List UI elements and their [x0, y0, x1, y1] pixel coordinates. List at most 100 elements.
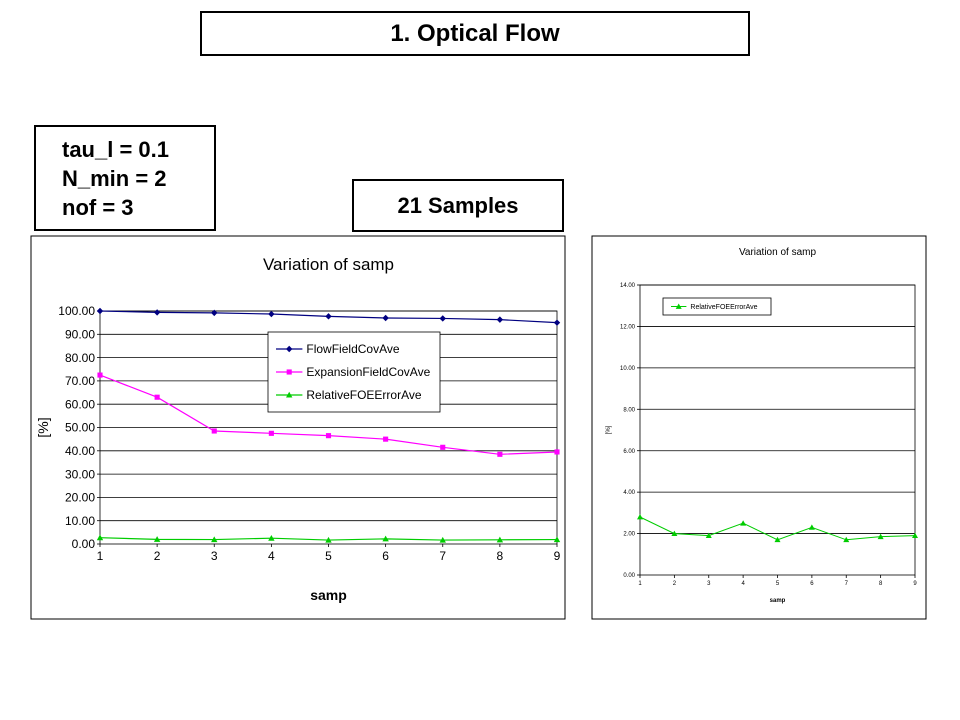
data-point: [637, 514, 643, 520]
series-RelativeFOEErrorAve: [637, 514, 918, 543]
data-point: [877, 533, 884, 540]
param-nof: nof = 3: [62, 195, 134, 220]
data-point: [705, 532, 712, 539]
legend-entry: ExpansionFieldCovAve: [306, 365, 430, 379]
y-tick-label: 30.00: [65, 467, 95, 481]
x-tick-label: 8: [879, 581, 883, 587]
data-point: [843, 536, 850, 543]
y-tick-label: 8.00: [623, 407, 635, 413]
data-point: [268, 310, 275, 318]
data-point: [497, 451, 503, 457]
param-nmin: N_min = 2: [62, 166, 167, 191]
x-tick-label: 8: [497, 549, 504, 563]
chart-title: Variation of samp: [739, 247, 817, 258]
series-RelativeFOEErrorAve: [96, 534, 561, 543]
data-point: [439, 536, 446, 543]
data-point: [325, 433, 332, 439]
x-tick-label: 6: [382, 549, 389, 563]
x-tick-label: 3: [707, 581, 711, 587]
data-point: [554, 449, 560, 455]
data-point: [439, 315, 446, 322]
x-tick-label: 1: [97, 549, 104, 563]
data-point: [325, 313, 332, 320]
legend-entry: RelativeFOEErrorAve: [306, 388, 421, 402]
legend-marker: [286, 369, 292, 375]
data-point: [671, 530, 678, 536]
x-tick-label: 9: [913, 581, 917, 587]
x-tick-label: 7: [845, 581, 849, 587]
x-tick-label: 4: [268, 549, 275, 563]
samples-label: 21 Samples: [352, 179, 564, 232]
data-point: [740, 520, 747, 526]
series-ExpansionFieldCovAve: [97, 372, 560, 457]
legend-marker: [286, 345, 293, 353]
y-tick-label: 2.00: [623, 532, 635, 538]
legend-box: [662, 297, 772, 316]
data-point: [383, 436, 389, 442]
data-point: [382, 314, 389, 322]
y-tick-label: 10.00: [65, 514, 95, 528]
data-point: [774, 536, 781, 543]
x-tick-label: 6: [810, 581, 814, 587]
y-tick-label: 70.00: [65, 374, 95, 388]
data-point: [211, 309, 218, 317]
data-point: [382, 535, 389, 542]
chart-title: Variation of samp: [263, 255, 394, 274]
x-axis-label: samp: [770, 598, 786, 604]
data-point: [553, 319, 561, 326]
y-tick-label: 0.00: [72, 537, 96, 551]
y-tick-label: 40.00: [65, 444, 95, 458]
data-point: [211, 536, 218, 543]
data-point: [325, 536, 332, 543]
x-tick-label: 7: [439, 549, 446, 563]
data-point: [96, 534, 104, 541]
y-tick-label: 80.00: [65, 351, 95, 365]
data-point: [268, 534, 275, 541]
y-tick-label: 6.00: [623, 449, 635, 455]
y-tick-label: 50.00: [65, 421, 95, 435]
data-point: [96, 307, 104, 315]
y-tick-label: 90.00: [65, 328, 95, 342]
x-tick-label: 1: [638, 581, 642, 587]
slide-title: 1. Optical Flow: [200, 11, 750, 56]
legend-entry: RelativeFOEErrorAve: [690, 304, 757, 311]
legend-marker: [286, 391, 293, 398]
y-tick-label: 0.00: [623, 573, 635, 579]
y-tick-label: 100.00: [58, 304, 95, 318]
x-tick-label: 2: [154, 549, 161, 563]
x-tick-label: 4: [741, 581, 745, 587]
legend-entry: FlowFieldCovAve: [306, 342, 399, 356]
y-axis-label: [%]: [606, 425, 612, 434]
y-tick-label: 60.00: [65, 397, 95, 411]
y-tick-label: 10.00: [620, 366, 636, 372]
y-tick-label: 20.00: [65, 491, 95, 505]
x-tick-label: 2: [673, 581, 677, 587]
x-tick-label: 5: [325, 549, 332, 563]
chart-frame: [591, 235, 927, 620]
data-point: [268, 430, 274, 436]
data-point: [808, 524, 815, 530]
data-point: [154, 394, 160, 400]
data-point: [553, 536, 561, 543]
data-point: [97, 372, 103, 378]
x-axis-label: samp: [310, 587, 347, 603]
data-point: [912, 532, 918, 539]
series-FlowFieldCovAve: [96, 307, 561, 326]
data-point: [211, 428, 217, 434]
y-axis-label: [%]: [35, 417, 51, 437]
data-point: [440, 444, 446, 450]
chart-1: Variation of samp 0.00 10.00 20.00 30.00 40.0…: [30, 235, 566, 620]
x-tick-label: 5: [776, 581, 780, 587]
y-tick-label: 4.00: [623, 490, 635, 496]
y-tick-label: 14.00: [620, 283, 636, 289]
param-tau: tau_l = 0.1: [62, 137, 170, 162]
chart-legend: RelativeFOEErrorAve: [662, 297, 772, 316]
x-tick-label: 9: [554, 549, 561, 563]
chart-legend: FlowFieldCovAve ExpansionFieldCovAve Relat…: [267, 331, 441, 413]
data-point: [153, 309, 161, 316]
data-point: [496, 316, 504, 323]
y-tick-label: 12.00: [620, 325, 636, 331]
parameters-box: tau_l = 0.1 N_min = 2 nof = 3: [34, 125, 216, 231]
data-point: [496, 536, 504, 543]
